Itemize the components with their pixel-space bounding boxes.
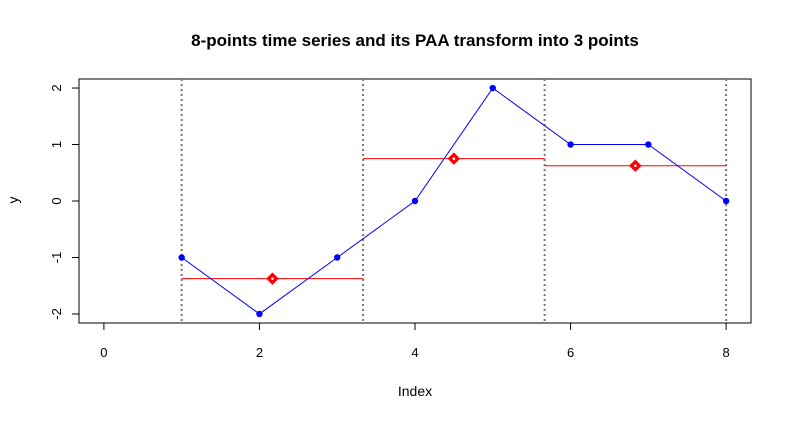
time-series-point bbox=[178, 254, 185, 261]
time-series-point bbox=[411, 197, 419, 205]
x-axis-label: Index bbox=[398, 383, 432, 399]
time-series-point bbox=[489, 84, 496, 92]
x-tick-label: 6 bbox=[567, 345, 574, 360]
y-tick-label: 1 bbox=[49, 141, 64, 148]
x-tick-label: 4 bbox=[411, 345, 418, 360]
time-series-point bbox=[334, 254, 341, 261]
time-series-point bbox=[722, 197, 730, 205]
y-tick-label: 2 bbox=[49, 84, 64, 91]
time-series-point bbox=[645, 141, 652, 148]
y-tick-label: -1 bbox=[49, 252, 64, 264]
paa-point-center bbox=[271, 277, 274, 280]
y-tick-label: -2 bbox=[49, 308, 64, 320]
y-axis-label: y bbox=[5, 197, 21, 204]
paa-point-center bbox=[452, 157, 456, 160]
time-series-line bbox=[181, 87, 727, 315]
time-series-point bbox=[567, 141, 574, 148]
time-series-point bbox=[256, 310, 263, 318]
paa-point-center bbox=[634, 164, 637, 167]
x-tick-label: 8 bbox=[722, 345, 729, 360]
plot-area: 0 2 4 6 8 -2 -1 0 1 2 bbox=[49, 78, 752, 360]
x-tick-label: 2 bbox=[256, 345, 263, 360]
chart-title: 8-points time series and its PAA transfo… bbox=[191, 31, 639, 50]
y-tick-label: 0 bbox=[49, 197, 64, 204]
x-tick-label: 0 bbox=[100, 345, 107, 360]
